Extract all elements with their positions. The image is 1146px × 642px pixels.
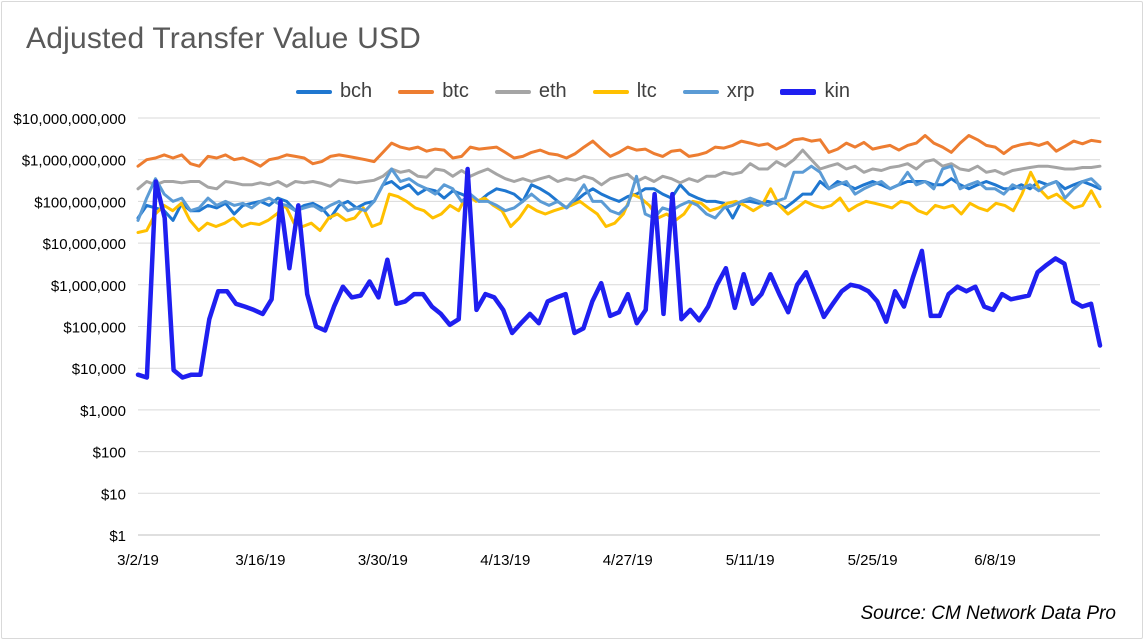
legend-item-btc: btc — [398, 80, 469, 103]
y-tick-label: $1,000 — [80, 403, 126, 420]
legend-label: bch — [339, 80, 373, 102]
x-tick-label: 4/13/19 — [480, 552, 530, 569]
legend-swatch — [592, 89, 629, 94]
chart-legend: bch btc eth ltc xrp kin — [0, 80, 1146, 103]
y-tick-label: $10 — [101, 486, 126, 503]
y-tick-label: $1 — [109, 528, 126, 545]
x-tick-label: 3/2/19 — [117, 552, 159, 569]
y-tick-label: $10,000,000,000 — [13, 111, 126, 128]
x-tick-label: 5/25/19 — [848, 552, 898, 569]
legend-label: kin — [824, 80, 851, 102]
legend-swatch — [682, 89, 719, 94]
y-tick-label: $100 — [93, 445, 126, 462]
legend-label: ltc — [636, 80, 657, 102]
x-tick-label: 6/8/19 — [974, 552, 1016, 569]
x-tick-label: 4/27/19 — [603, 552, 653, 569]
y-tick-label: $10,000,000 — [43, 236, 126, 253]
series-line-eth — [136, 148, 1102, 191]
y-tick-label: $1,000,000,000 — [22, 153, 126, 170]
legend-label: btc — [442, 80, 469, 102]
series-line-btc — [136, 134, 1102, 168]
source-note: Source: CM Network Data Pro — [860, 603, 1116, 624]
y-tick-label: $1,000,000 — [51, 278, 126, 295]
y-tick-label: $10,000 — [72, 361, 126, 378]
series-line-kin — [135, 166, 1103, 380]
x-tick-label: 3/30/19 — [358, 552, 408, 569]
legend-item-xrp: xrp — [682, 80, 755, 103]
y-tick-label: $100,000 — [63, 320, 126, 337]
legend-label: eth — [538, 80, 567, 102]
legend-item-ltc: ltc — [592, 80, 657, 103]
y-tick-label: $100,000,000 — [34, 194, 126, 211]
legend-item-eth: eth — [494, 80, 567, 103]
legend-item-kin: kin — [780, 80, 850, 103]
legend-swatch — [494, 89, 531, 94]
legend-swatch — [398, 89, 435, 94]
x-tick-label: 3/16/19 — [235, 552, 285, 569]
legend-swatch — [295, 89, 332, 94]
legend-label: xrp — [726, 80, 755, 102]
chart-title: Adjusted Transfer Value USD — [26, 22, 422, 55]
x-tick-label: 5/11/19 — [726, 552, 775, 569]
legend-swatch — [780, 88, 817, 95]
legend-item-bch: bch — [295, 80, 373, 103]
